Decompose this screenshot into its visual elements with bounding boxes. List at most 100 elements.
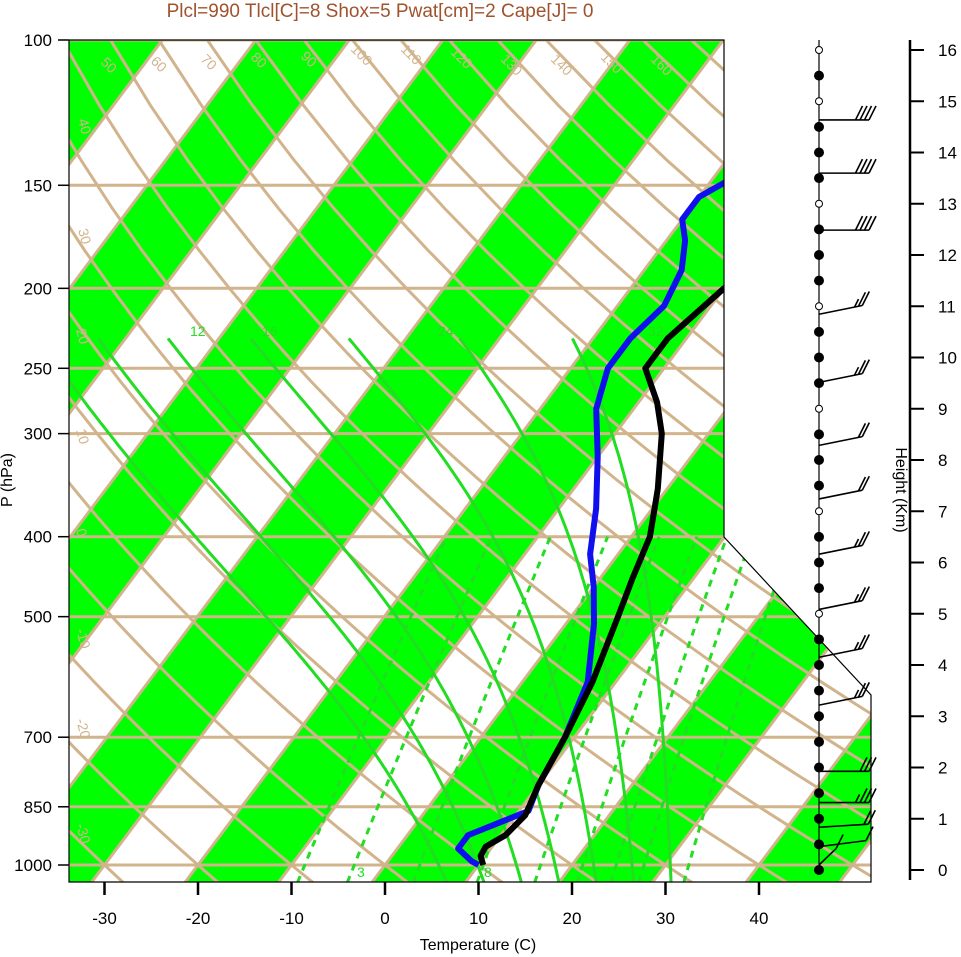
mixing-ratio-label: 3 xyxy=(357,864,365,880)
isotherm-label: 30 xyxy=(733,115,755,137)
temperature-tick-label: 0 xyxy=(380,909,389,928)
wind-barb-shaft xyxy=(818,304,863,316)
wind-barb-feather xyxy=(868,158,877,174)
mixing-ratio-label: 16 xyxy=(262,323,278,339)
mixing-ratio-label: 24 xyxy=(438,323,454,339)
isotherm-band xyxy=(551,40,871,882)
wind-barb-shaft xyxy=(818,847,837,866)
level-dot xyxy=(814,839,824,850)
wind-barb-feather xyxy=(857,360,867,375)
wind-barb-feather xyxy=(854,215,864,231)
wind-barb-feather xyxy=(861,681,871,697)
pressure-tick-label: 850 xyxy=(24,798,52,817)
wind-barb-feather xyxy=(868,215,877,231)
wind-barb-shaft xyxy=(818,489,863,500)
wind-barb-feather xyxy=(857,634,867,650)
level-dot xyxy=(814,173,824,184)
wind-barb-feather xyxy=(861,475,871,491)
isotherm-line xyxy=(69,40,286,882)
level-dot xyxy=(814,557,824,568)
pressure-tick-label: 200 xyxy=(24,279,52,298)
level-dot xyxy=(814,378,824,389)
dry-adiabat-line xyxy=(69,40,871,882)
isotherm-line xyxy=(363,40,871,882)
dry-adiabat-line xyxy=(69,40,614,882)
dry-adiabat-line xyxy=(206,40,871,882)
dry-adiabat-line xyxy=(254,40,871,882)
temperature-tick-label: 20 xyxy=(563,909,582,928)
height-tick-label: 6 xyxy=(938,554,947,573)
pressure-axis: 100 150 200 250 300 400 500 700 850 1000 xyxy=(14,31,69,875)
mixing-ratio-label: 12 xyxy=(190,323,206,339)
dry-adiabat-line xyxy=(157,40,871,882)
wind-barb-feather xyxy=(859,105,868,121)
moist-adiabat-line xyxy=(458,337,636,882)
height-tick-label: 13 xyxy=(938,195,957,214)
level-dot xyxy=(814,455,824,465)
level-dot xyxy=(815,302,823,311)
height-tick-label: 12 xyxy=(938,246,957,265)
wind-barb-shaft xyxy=(818,839,867,848)
wind-barb-feather xyxy=(863,788,873,803)
wind-barb-feather xyxy=(854,158,864,174)
wind-barb-feather xyxy=(865,826,874,841)
dewpoint-line xyxy=(455,87,871,868)
isotherm-line xyxy=(82,40,753,882)
isotherm-line xyxy=(69,40,660,882)
wind-barb-shaft xyxy=(818,372,863,384)
wind-barb-shaft xyxy=(818,823,869,829)
wind-barb-feather xyxy=(857,682,867,698)
level-dot xyxy=(814,352,824,363)
height-tick-label: 9 xyxy=(938,400,947,419)
wind-barb-feather xyxy=(835,834,844,849)
wind-barb-feather xyxy=(859,215,868,231)
height-tick-label: 11 xyxy=(938,297,956,316)
level-dot xyxy=(814,788,824,799)
level-dot xyxy=(815,609,823,618)
pressure-tick-label: 1000 xyxy=(14,856,52,875)
height-tick-label: 2 xyxy=(938,759,947,778)
temperature-tick-label: 40 xyxy=(750,909,769,928)
plot-area: 50 60 70 80 90 100 110 120 130 140 150 160403020100… xyxy=(0,2,871,892)
wind-barb-feather xyxy=(863,105,873,121)
height-tick-label: 5 xyxy=(938,605,947,624)
dry-adiabat-line xyxy=(69,40,327,882)
moist-adiabat-line xyxy=(97,337,486,882)
level-dot xyxy=(814,275,824,286)
wind-barb-feather xyxy=(861,634,871,649)
isotherm-line xyxy=(69,40,379,882)
dry-adiabat-line xyxy=(69,40,805,882)
height-tick-label: 10 xyxy=(938,349,957,368)
isotherm-label: -30 xyxy=(73,822,94,846)
level-dot xyxy=(815,46,823,54)
isotherm-line xyxy=(69,40,566,882)
mixing-ratio-line xyxy=(533,536,661,882)
moist-adiabat-line xyxy=(347,337,598,882)
level-dot xyxy=(814,531,824,542)
level-dot xyxy=(814,250,824,260)
mixing-ratio-line xyxy=(637,536,754,882)
isotherm-label: 0 xyxy=(73,527,91,539)
height-tick-label: 7 xyxy=(938,502,947,521)
moist-adiabat-line xyxy=(249,337,561,882)
mixing-ratio-label: 8 xyxy=(484,864,492,880)
level-dot xyxy=(814,147,824,158)
height-tick-label: 3 xyxy=(938,707,947,726)
wind-barb-feather xyxy=(857,476,867,492)
wind-barb-feather xyxy=(859,756,868,772)
wind-barb-half-feather xyxy=(853,689,860,699)
wind-barb-feather xyxy=(868,788,877,803)
wind-barb-feather xyxy=(857,587,867,602)
temperature-tick-label: 30 xyxy=(656,909,675,928)
level-dot xyxy=(814,736,824,747)
mixing-ratio-line xyxy=(682,536,794,882)
wind-barb-half-feather xyxy=(854,794,861,803)
wind-barb-feather xyxy=(863,215,873,231)
isotherm-label: 40 xyxy=(75,117,95,136)
isotherm-label: 20 xyxy=(73,327,93,346)
isotherm-band xyxy=(0,2,4,892)
isotherm-line xyxy=(0,2,4,892)
dry-adiabat-line xyxy=(69,40,518,882)
level-dot xyxy=(814,813,824,824)
wind-barb-feather xyxy=(859,788,868,803)
